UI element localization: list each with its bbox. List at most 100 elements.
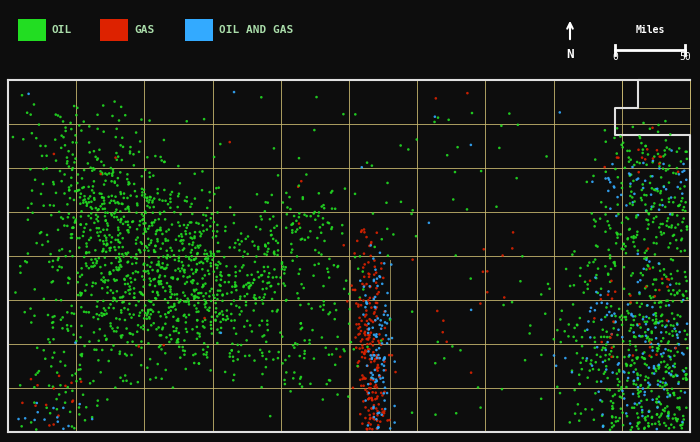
Point [368,342,379,349]
Point [202,226,213,233]
Point [653,361,664,368]
Point [643,407,655,414]
Point [152,227,163,234]
Point [680,371,692,378]
Point [41,165,52,172]
Point [293,271,304,278]
Point [365,421,376,428]
Point [356,382,367,389]
Point [91,346,102,353]
Point [370,376,382,383]
Point [214,311,225,318]
Point [640,156,651,163]
Point [662,215,673,222]
Point [370,317,381,324]
Point [652,411,663,418]
Point [655,153,666,160]
Point [669,292,680,299]
Point [259,208,270,215]
Point [193,308,204,315]
Point [351,321,362,328]
Point [121,325,132,332]
Point [364,242,375,249]
Point [65,234,76,241]
Point [595,353,606,360]
Point [208,292,219,299]
Point [142,202,153,210]
Point [605,255,616,262]
Point [113,258,125,265]
Point [102,290,113,297]
Point [669,325,680,332]
Point [629,400,641,407]
Point [390,369,401,376]
Point [610,240,622,247]
Point [632,370,643,377]
Point [16,91,27,99]
Point [574,381,585,388]
Point [362,362,373,370]
Point [135,239,146,246]
Point [57,246,68,253]
Point [644,335,655,343]
Point [57,325,68,332]
Point [610,414,622,421]
Point [122,175,133,183]
Point [148,248,160,255]
Point [664,211,676,218]
Point [136,116,147,123]
Point [62,322,73,329]
Point [389,402,400,409]
Point [225,204,236,211]
Point [56,178,67,185]
Point [117,251,128,258]
Point [354,294,365,301]
Point [632,278,643,286]
Point [79,193,90,200]
Point [626,321,637,328]
Point [599,368,610,375]
Point [676,388,687,395]
Point [373,401,384,408]
Point [281,224,292,231]
Point [618,285,629,292]
Point [116,332,127,339]
Point [228,353,239,360]
Point [654,165,665,172]
Point [598,423,609,430]
Point [634,160,645,167]
Point [552,383,563,390]
Point [132,328,143,335]
Point [220,228,231,235]
Point [158,265,169,272]
Point [328,262,339,269]
Point [141,195,153,202]
Point [161,334,172,341]
Point [374,273,385,280]
Point [643,364,655,371]
Point [332,391,343,398]
Point [371,377,382,385]
Point [299,354,310,362]
Point [172,203,183,210]
Point [604,387,615,394]
Point [115,257,126,264]
Point [193,360,204,367]
Point [95,229,106,236]
Point [66,423,78,430]
Point [220,368,231,375]
Point [596,285,607,292]
Point [202,354,213,361]
Point [367,396,378,404]
Point [56,264,67,271]
Point [74,404,85,411]
Point [256,216,267,223]
Point [675,185,686,192]
Point [661,322,672,329]
Point [309,126,320,133]
Point [211,185,222,192]
Point [330,307,342,314]
Point [645,173,657,180]
Point [212,287,223,294]
Point [178,312,190,319]
